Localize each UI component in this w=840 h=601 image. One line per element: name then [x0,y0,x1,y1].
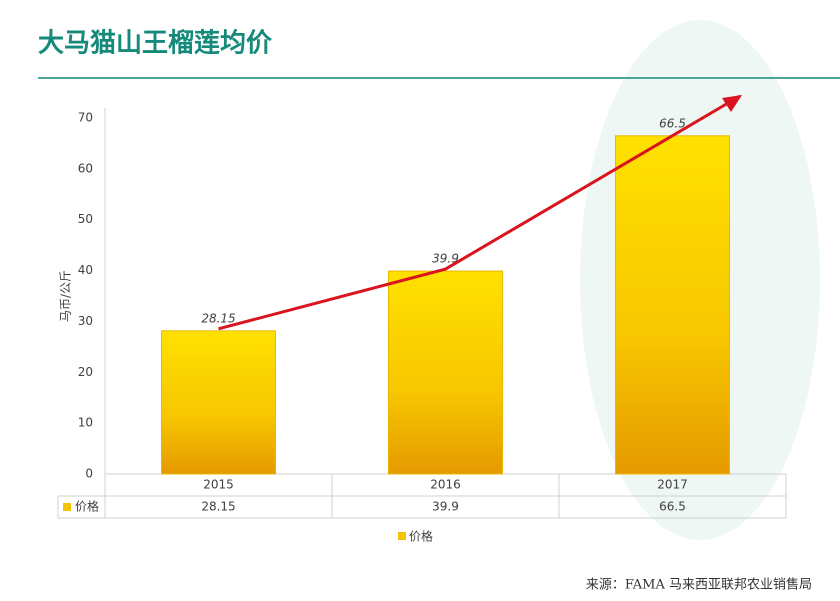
table-value: 28.15 [201,500,235,514]
table-value: 39.9 [432,500,459,514]
trend-arrow [218,94,741,331]
x-tick-label: 2016 [430,478,461,492]
trend-arrowhead [722,95,742,112]
x-tick-label: 2017 [657,478,688,492]
y-tick-label: 20 [78,365,93,379]
data-label: 39.9 [432,252,459,266]
y-tick-label: 50 [78,212,93,226]
x-tick-label: 2015 [203,478,234,492]
y-tick-label: 60 [78,161,93,175]
y-tick-label: 10 [78,416,93,430]
bar [388,270,503,475]
y-tick-label: 0 [85,467,93,481]
y-tick-label: 40 [78,263,93,277]
table-legend-key [63,503,71,511]
y-tick-label: 70 [78,111,93,125]
data-label: 28.15 [201,311,235,325]
table-row-header: 价格 [75,499,99,514]
data-label: 66.5 [659,116,686,130]
y-axis-label: 马币/公斤 [59,270,73,322]
source: 来源：FAMA 马来西亚联邦农业销售局 [586,577,812,593]
table-value: 66.5 [659,500,686,514]
legend-key [398,532,406,540]
bar [161,330,276,475]
y-tick-label: 30 [78,314,93,328]
legend-label: 价格 [409,529,433,544]
chart-title: 大马猫山王榴莲均价 [38,29,273,59]
bar [615,135,730,475]
